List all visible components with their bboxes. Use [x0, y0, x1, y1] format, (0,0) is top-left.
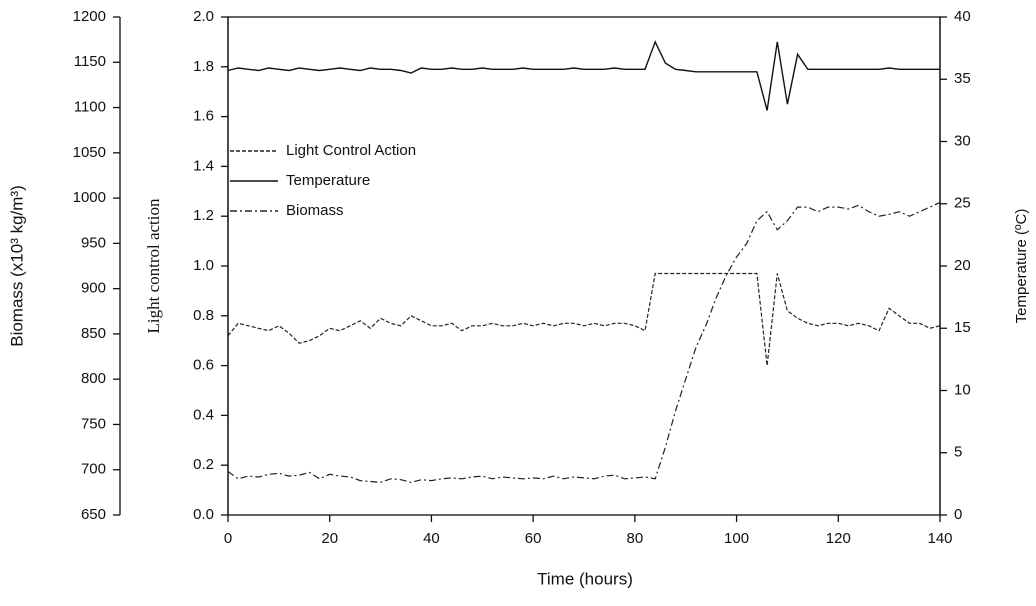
y-tick-label: 1.6 [193, 108, 214, 125]
y2-tick-label: 10 [954, 381, 971, 398]
x-tick-label: 100 [724, 530, 749, 547]
y3-tick-label: 1000 [73, 189, 106, 206]
y-tick-label: 0.2 [193, 456, 214, 473]
y-tick-label: 2.0 [193, 8, 214, 25]
y-tick-label: 1.4 [193, 157, 214, 174]
y-tick-label: 0.4 [193, 406, 214, 423]
y3-tick-label: 900 [81, 280, 106, 297]
y2-axis-title: Temperature (ºC) [1013, 209, 1030, 324]
y-axis-title: Light control action [144, 198, 163, 334]
y-tick-label: 0.0 [193, 506, 214, 523]
y2-tick-label: 35 [954, 70, 971, 87]
y-tick-label: 1.0 [193, 257, 214, 274]
series-line [227, 202, 941, 484]
series-line [227, 272, 941, 366]
x-tick-label: 120 [826, 530, 851, 547]
y3-tick-label: 750 [81, 415, 106, 432]
y-tick-label: 1.2 [193, 207, 214, 224]
legend-label: Biomass [286, 202, 344, 219]
y-tick-label: 1.8 [193, 58, 214, 75]
y3-tick-label: 850 [81, 325, 106, 342]
x-tick-label: 0 [224, 530, 232, 547]
y3-tick-label: 800 [81, 370, 106, 387]
y-tick-label: 0.6 [193, 357, 214, 374]
x-tick-label: 140 [927, 530, 952, 547]
y2-tick-label: 0 [954, 506, 962, 523]
legend-label: Light Control Action [286, 142, 416, 159]
y2-tick-label: 20 [954, 257, 971, 274]
y3-tick-label: 650 [81, 506, 106, 523]
y2-tick-label: 15 [954, 319, 971, 336]
y-tick-label: 0.8 [193, 307, 214, 324]
series-line [227, 40, 940, 111]
y3-tick-label: 1150 [74, 53, 106, 70]
y3-tick-label: 950 [81, 234, 106, 251]
y2-tick-label: 5 [954, 444, 962, 461]
y2-tick-label: 30 [954, 132, 971, 149]
y3-tick-label: 700 [81, 461, 106, 478]
y3-tick-label: 1050 [73, 144, 106, 161]
plot-frame [227, 16, 941, 516]
y3-tick-label: 1200 [73, 8, 106, 25]
legend-label: Temperature [286, 172, 370, 189]
y2-tick-label: 25 [954, 195, 971, 212]
y3-tick-label: 1100 [74, 99, 106, 116]
x-tick-label: 80 [627, 530, 644, 547]
y2-tick-label: 40 [954, 8, 971, 25]
x-tick-label: 20 [321, 530, 338, 547]
y3-axis-title: Biomass (x10³ kg/m³) [7, 185, 26, 347]
x-tick-label: 60 [525, 530, 542, 547]
x-tick-label: 40 [423, 530, 440, 547]
x-axis-title: Time (hours) [537, 569, 633, 588]
